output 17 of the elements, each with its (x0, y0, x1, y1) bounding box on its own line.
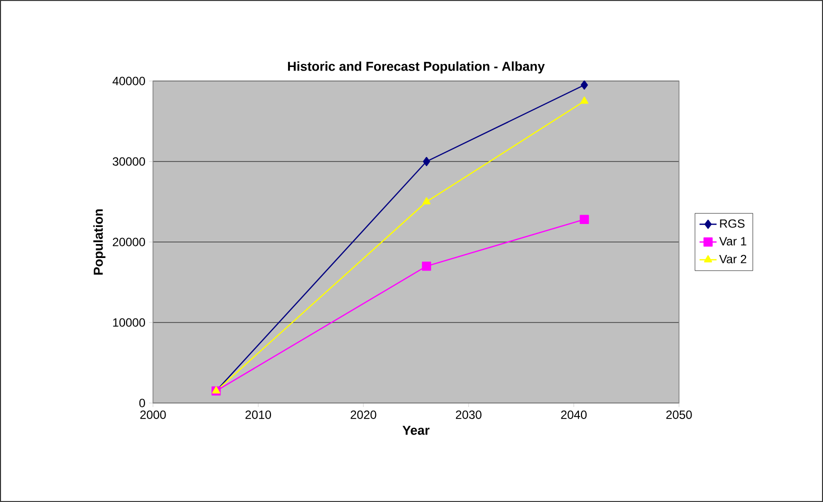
y-tick-label: 20000 (112, 238, 146, 246)
y-tick-label: 0 (139, 398, 146, 408)
chart-title: Historic and Forecast Population - Albany (288, 61, 545, 74)
legend-label: RGS (720, 219, 745, 228)
y-tick-label: 40000 (112, 76, 146, 86)
legend-label: Var 1 (719, 237, 746, 246)
x-tick-label: 2020 (350, 410, 376, 419)
x-tick-label: 2040 (561, 410, 587, 419)
y-tick-label: 30000 (112, 157, 146, 166)
x-tick-label: 2000 (140, 410, 166, 419)
x-tick-label: 2030 (456, 410, 482, 419)
y-tick-label: 10000 (113, 318, 146, 327)
x-axis-title: Year (402, 426, 430, 435)
y-axis-title: Population (93, 209, 106, 275)
x-tick-label: 2010 (246, 410, 272, 419)
legend-label: Var 2 (719, 254, 746, 264)
x-tick-label: 2050 (666, 410, 692, 419)
